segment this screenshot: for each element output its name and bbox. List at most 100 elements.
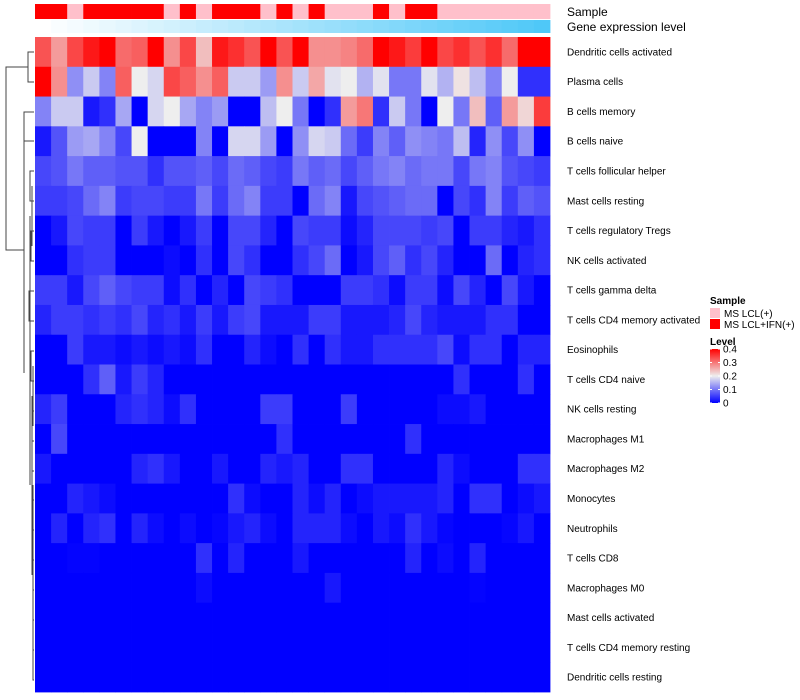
heatmap-cell: [147, 543, 165, 574]
heatmap-cell: [147, 364, 165, 395]
row-label: Monocytes: [567, 494, 615, 505]
heatmap-cell: [292, 215, 309, 246]
heatmap-cell: [179, 424, 197, 455]
heatmap-cell: [469, 245, 487, 276]
heatmap-cell: [437, 602, 454, 633]
heatmap-cell: [228, 275, 245, 306]
heatmap-cell: [340, 513, 358, 544]
heatmap-cell: [308, 304, 326, 336]
heatmap-cell: [517, 304, 535, 336]
heatmap-cell: [179, 215, 197, 246]
heatmap-cell: [147, 126, 165, 157]
heatmap-cell: [228, 483, 245, 514]
heatmap-cell: [421, 513, 438, 544]
heatmap-cell: [517, 602, 535, 633]
heatmap-cell: [453, 215, 470, 246]
heatmap-cell: [131, 334, 149, 365]
heatmap-cell: [389, 185, 406, 217]
heatmap-cell: [35, 364, 52, 395]
heatmap-cell: [533, 632, 551, 663]
gene-expression-annotation-cell: [276, 20, 293, 33]
heatmap-cell: [324, 185, 342, 217]
heatmap-cell: [131, 96, 149, 127]
sample-annotation-cell: [260, 4, 277, 19]
heatmap-cell: [533, 334, 551, 365]
heatmap-cell: [244, 483, 261, 514]
heatmap-cell: [83, 394, 100, 425]
heatmap-cell: [308, 394, 326, 425]
heatmap-cell: [308, 364, 326, 395]
heatmap-cell: [517, 275, 535, 306]
heatmap-cell: [115, 96, 132, 127]
heatmap-cell: [163, 543, 181, 574]
heatmap-cell: [212, 96, 229, 127]
heatmap-cell: [67, 572, 84, 604]
heatmap-cell: [131, 185, 149, 217]
heatmap-cell: [99, 275, 116, 306]
heatmap-cell: [501, 543, 519, 574]
heatmap-cell: [51, 513, 68, 544]
heatmap-cell: [533, 364, 551, 395]
heatmap-cell: [83, 245, 100, 276]
heatmap-cell: [83, 215, 100, 246]
heatmap-cell: [324, 245, 342, 276]
heatmap-cell: [389, 513, 406, 544]
heatmap-cell: [485, 513, 503, 544]
gene-expression-annotation-cell: [163, 20, 181, 33]
heatmap-cell: [485, 96, 503, 127]
heatmap-cell: [501, 215, 519, 246]
sample-annotation-cell: [501, 4, 519, 19]
heatmap-cell: [372, 483, 390, 514]
heatmap-cell: [437, 543, 454, 574]
heatmap-cell: [405, 215, 422, 246]
heatmap-cell: [212, 394, 229, 425]
heatmap-cell: [260, 364, 277, 395]
heatmap-cell: [228, 96, 245, 127]
heatmap-cell: [244, 394, 261, 425]
annotation-title-gene-expression: Gene expression level: [567, 20, 686, 34]
heatmap-cell: [51, 126, 68, 157]
heatmap-cell: [485, 483, 503, 514]
heatmap-cell: [437, 37, 454, 68]
heatmap-cell: [405, 185, 422, 217]
heatmap-cell: [517, 37, 535, 68]
heatmap-cell: [67, 275, 84, 306]
heatmap-cell: [115, 632, 132, 663]
heatmap-cell: [340, 453, 358, 484]
heatmap-cell: [501, 453, 519, 484]
heatmap-cell: [324, 513, 342, 544]
heatmap-cell: [212, 126, 229, 157]
heatmap-cell: [292, 156, 309, 187]
heatmap-cell: [51, 215, 68, 246]
heatmap-cell: [533, 66, 551, 97]
heatmap-cell: [67, 334, 84, 365]
heatmap-cell: [340, 394, 358, 425]
heatmap-cell: [212, 513, 229, 544]
heatmap-cell: [35, 632, 52, 663]
heatmap-cell: [405, 156, 422, 187]
heatmap-cell: [83, 126, 100, 157]
heatmap-cell: [533, 602, 551, 633]
heatmap-cell: [405, 483, 422, 514]
legend-label: MS LCL+IFN(+): [724, 320, 795, 331]
heatmap-cell: [469, 662, 487, 693]
heatmap-cell: [389, 602, 406, 633]
heatmap-cell: [179, 37, 197, 68]
heatmap-cell: [195, 185, 213, 217]
heatmap-cell: [405, 632, 422, 663]
heatmap-cell: [437, 275, 454, 306]
heatmap-cell: [179, 483, 197, 514]
heatmap-cell: [51, 334, 68, 365]
heatmap-cell: [421, 483, 438, 514]
heatmap-cell: [389, 245, 406, 276]
heatmap-cell: [228, 543, 245, 574]
heatmap-cell: [485, 334, 503, 365]
gene-expression-annotation-cell: [244, 20, 261, 33]
heatmap-cell: [453, 572, 470, 604]
heatmap-cell: [67, 304, 84, 336]
heatmap-cell: [163, 334, 181, 365]
heatmap-cell: [356, 543, 374, 574]
heatmap-cell: [131, 543, 149, 574]
heatmap-cell: [517, 662, 535, 693]
